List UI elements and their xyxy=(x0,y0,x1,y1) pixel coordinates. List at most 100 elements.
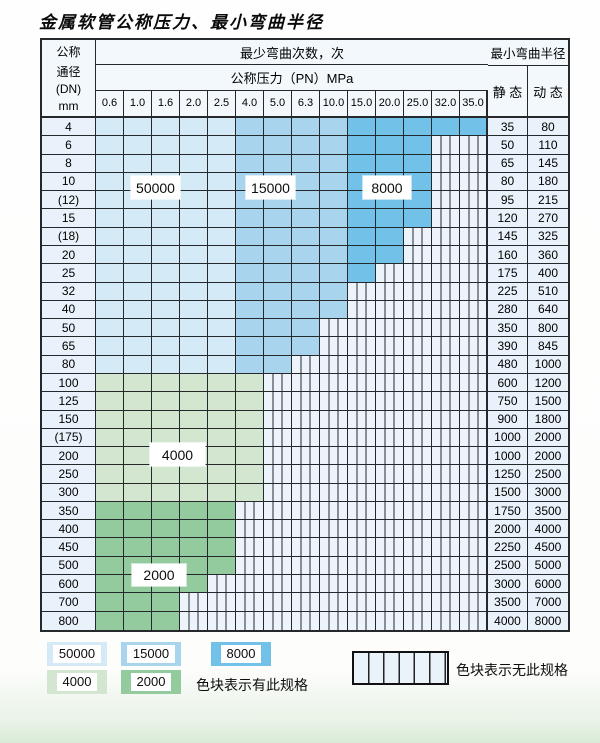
static-radius-cell: 2250 xyxy=(488,538,528,556)
no-spec-cell xyxy=(264,465,292,483)
spec-cell xyxy=(320,191,348,209)
no-spec-cell xyxy=(180,593,208,611)
legend-unavailable-note: 色块表示无此规格 xyxy=(456,662,568,678)
spec-cell xyxy=(236,227,264,245)
spec-cell xyxy=(152,227,180,245)
spec-cell xyxy=(152,428,180,447)
spec-cell xyxy=(348,136,376,154)
dn-cell: (175) xyxy=(42,428,96,447)
static-radius-cell: 1750 xyxy=(488,501,528,520)
no-spec-cell xyxy=(348,337,376,355)
no-spec-cell xyxy=(460,209,488,227)
legend-available-note: 色块表示有此规格 xyxy=(196,677,308,693)
spec-cell xyxy=(152,319,180,337)
table-row: 350 1750 3500 xyxy=(42,501,568,521)
no-spec-cell xyxy=(460,172,488,191)
no-spec-cell xyxy=(460,410,488,428)
spec-cell xyxy=(208,465,236,483)
spec-cell xyxy=(236,209,264,227)
spec-cell xyxy=(96,191,124,209)
static-radius-cell: 175 xyxy=(488,264,528,282)
legend-label: 4000 xyxy=(56,673,98,691)
spec-cell xyxy=(152,355,180,373)
spec-cell xyxy=(124,355,152,373)
dynamic-radius-cell: 1000 xyxy=(528,355,568,373)
no-spec-cell xyxy=(460,392,488,410)
no-spec-cell xyxy=(292,483,320,501)
static-radius-cell: 750 xyxy=(488,392,528,410)
spec-cell xyxy=(208,319,236,337)
no-spec-cell xyxy=(264,483,292,501)
table-row: 450 2250 4500 xyxy=(42,538,568,557)
no-spec-cell xyxy=(292,593,320,611)
dynamic-radius-cell: 110 xyxy=(528,136,568,154)
spec-cell xyxy=(152,593,180,611)
no-spec-cell xyxy=(264,501,292,520)
bend-count-label: 50000 xyxy=(131,176,180,199)
spec-cell xyxy=(152,501,180,520)
spec-cell xyxy=(152,154,180,172)
no-spec-cell xyxy=(236,538,264,556)
no-spec-cell xyxy=(348,373,376,392)
spec-cell xyxy=(152,300,180,319)
no-spec-cell xyxy=(292,465,320,483)
no-spec-cell xyxy=(432,300,460,319)
no-spec-cell xyxy=(432,501,460,520)
spec-cell xyxy=(152,337,180,355)
spec-cell xyxy=(236,465,264,483)
no-spec-cell xyxy=(432,245,460,264)
no-spec-cell xyxy=(404,447,432,465)
spec-cell xyxy=(236,410,264,428)
no-spec-cell xyxy=(320,501,348,520)
spec-cell xyxy=(180,209,208,227)
spec-cell xyxy=(124,392,152,410)
static-radius-cell: 145 xyxy=(488,227,528,245)
no-spec-cell xyxy=(320,392,348,410)
table-row: 50 350 800 xyxy=(42,319,568,338)
no-spec-cell xyxy=(320,483,348,501)
dn-cell: 450 xyxy=(42,538,96,556)
no-spec-cell xyxy=(348,447,376,465)
no-spec-cell xyxy=(432,172,460,191)
spec-cell xyxy=(320,227,348,245)
no-spec-cell xyxy=(376,538,404,556)
spec-cell xyxy=(124,319,152,337)
dynamic-header: 动 态 xyxy=(533,84,563,100)
spec-cell xyxy=(292,319,320,337)
spec-cell xyxy=(180,392,208,410)
no-spec-cell xyxy=(264,447,292,465)
dn-cell: 10 xyxy=(42,172,96,191)
table-row: 300 1500 3000 xyxy=(42,483,568,502)
spec-cell xyxy=(320,172,348,191)
no-spec-cell xyxy=(432,465,460,483)
spec-cell xyxy=(124,282,152,300)
no-spec-cell xyxy=(264,410,292,428)
pressure-header: 公称压力（PN）MPa xyxy=(96,65,488,91)
no-spec-cell xyxy=(348,465,376,483)
dn-cell: 125 xyxy=(42,392,96,410)
spec-cell xyxy=(404,209,432,227)
dn-cell: 15 xyxy=(42,209,96,227)
no-spec-cell xyxy=(376,611,404,630)
spec-cell xyxy=(96,136,124,154)
spec-cell xyxy=(124,245,152,264)
spec-cell xyxy=(264,282,292,300)
no-spec-cell xyxy=(460,447,488,465)
spec-cell xyxy=(404,118,432,136)
no-spec-cell xyxy=(404,593,432,611)
radius-section: 最小弯曲半径 静 态 动 态 xyxy=(488,40,568,116)
spec-cell xyxy=(180,282,208,300)
spec-cell xyxy=(208,410,236,428)
legend-swatch: 8000 xyxy=(211,642,271,666)
spec-cell xyxy=(432,118,460,136)
no-spec-cell xyxy=(460,264,488,282)
spec-cell xyxy=(152,118,180,136)
no-spec-cell xyxy=(460,593,488,611)
no-spec-cell xyxy=(460,319,488,337)
spec-cell xyxy=(208,373,236,392)
static-radius-cell: 480 xyxy=(488,355,528,373)
dynamic-radius-cell: 6000 xyxy=(528,575,568,593)
static-radius-cell: 600 xyxy=(488,373,528,392)
no-spec-cell xyxy=(348,575,376,593)
no-spec-cell xyxy=(432,282,460,300)
